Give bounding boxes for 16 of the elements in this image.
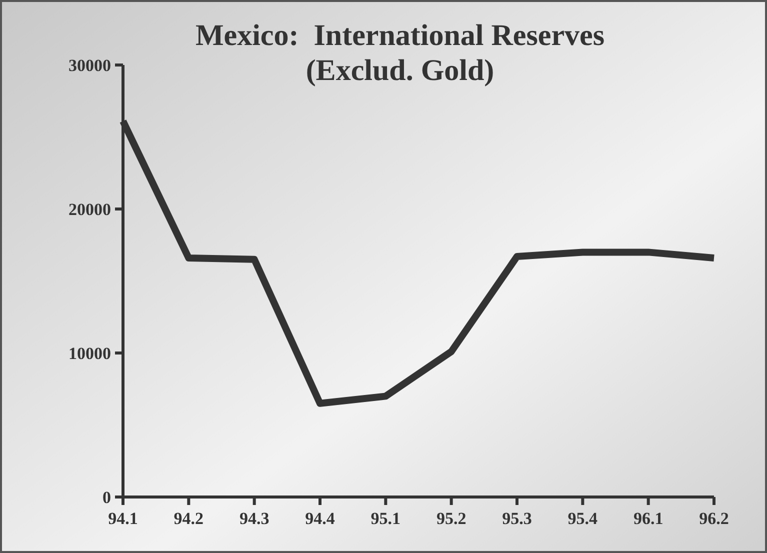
x-tick-label: 94.1: [108, 509, 138, 528]
chart-subtitle: (Exclud. Gold): [306, 54, 494, 87]
y-tick-label: 0: [102, 488, 111, 507]
x-tick-label: 96.2: [699, 509, 729, 528]
y-tick-label: 30000: [68, 56, 111, 75]
x-tick-label: 95.4: [568, 509, 598, 528]
x-tick-label: 95.1: [370, 509, 401, 528]
y-tick-label: 10000: [68, 344, 111, 363]
x-tick-label: 94.3: [239, 509, 270, 528]
x-tick-label: 96.1: [633, 509, 664, 528]
y-tick-label: 20000: [68, 200, 111, 219]
x-tick-label: 94.2: [174, 509, 204, 528]
x-tick-label: 95.3: [502, 509, 532, 528]
x-tick-label: 94.4: [305, 509, 336, 528]
chart-title: Mexico: International Reserves: [195, 19, 605, 52]
x-tick-label: 95.2: [436, 509, 466, 528]
